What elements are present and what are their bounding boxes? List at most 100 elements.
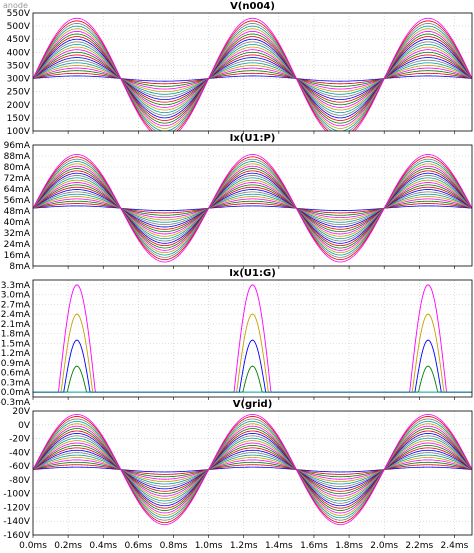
series-line [33, 156, 472, 261]
series-line [33, 423, 472, 516]
series-line [33, 430, 472, 509]
series-line [33, 189, 472, 228]
y-tick-label: 88mA [4, 152, 31, 162]
pane-title: Ix(U1:P) [230, 133, 276, 144]
series-line [33, 33, 472, 124]
x-tick-label: 0.8ms [160, 541, 188, 551]
series-line [33, 414, 472, 526]
y-tick-label: 400V [7, 48, 31, 58]
series-line [33, 62, 472, 95]
y-tick-label: 0.6mA [1, 369, 31, 379]
series-line [33, 154, 472, 263]
series-line [33, 168, 472, 249]
series-line [33, 20, 472, 131]
series-line [33, 445, 472, 495]
series-line [33, 170, 472, 247]
series-line [33, 175, 472, 242]
y-tick-label: 32mA [4, 229, 31, 239]
series-line [33, 435, 472, 504]
series-group [33, 284, 472, 393]
y-tick-label: 48mA [4, 207, 31, 217]
y-tick-label: 40mA [4, 218, 31, 228]
y-tick-label: 8mA [9, 262, 30, 272]
series-line [33, 57, 472, 100]
series-line [33, 432, 472, 507]
series-line [33, 49, 472, 108]
y-tick-label: 1.8mA [1, 330, 31, 340]
series-line [33, 425, 472, 514]
series-line [33, 442, 472, 497]
y-tick-label: -160V [3, 531, 30, 541]
x-tick-label: 0.4ms [89, 541, 117, 551]
series-line [33, 420, 472, 519]
x-tick-label: 0.6ms [124, 541, 152, 551]
y-tick-label: 20V [12, 407, 30, 417]
y-tick-label: 96mA [4, 141, 31, 151]
series-line [33, 44, 472, 114]
series-line [33, 205, 472, 211]
y-tick-label: 100V [7, 127, 31, 137]
pane-title: Ix(U1:G) [229, 268, 276, 279]
y-tick-label: 250V [7, 88, 31, 98]
y-tick-label: 350V [7, 61, 31, 71]
pane-3[interactable]: Ix(U1:G)3.3mA3.0mA2.7mA2.4mA2.1mA1.8mA1.… [0, 268, 473, 408]
y-tick-label: 1.5mA [1, 339, 31, 349]
y-tick-label: -140V [3, 517, 30, 527]
y-tick-label: 64mA [4, 185, 31, 195]
y-tick-label: 0.0mA [1, 388, 31, 398]
x-tick-label: 1.8ms [335, 541, 363, 551]
pane-2[interactable]: Ix(U1:P) 96mA88mA80mA72mA64mA56mA48mA40mA… [4, 133, 473, 272]
series-line [33, 440, 472, 499]
y-tick-label: 150V [7, 114, 31, 124]
series-line [33, 67, 472, 90]
x-tick-label: 2.0ms [370, 541, 398, 551]
series-line [33, 184, 472, 233]
y-tick-label: -120V [3, 503, 30, 513]
series-line [33, 59, 472, 98]
y-tick-label: -0.3mA [0, 398, 31, 408]
y-tick-label: 56mA [4, 196, 31, 206]
series-group [33, 154, 472, 263]
series-line [33, 447, 472, 492]
series-line [33, 464, 472, 475]
series-line [33, 23, 472, 131]
y-tick-label: 2.1mA [1, 320, 31, 330]
y-tick-label: 0V [18, 421, 31, 431]
y-tick-label: 1.2mA [1, 349, 31, 359]
series-line [33, 46, 472, 111]
pane-1[interactable]: V(n004) 550V 500V 450V 400V 350V 300V 250V 200V 1… [7, 1, 473, 139]
pane-frame [32, 279, 473, 398]
y-tick-label: 200V [7, 101, 31, 111]
series-line [33, 449, 472, 490]
x-tick-label: 1.6ms [300, 541, 328, 551]
series-line [33, 177, 472, 240]
series-line [33, 428, 472, 511]
y-tick-label: 72mA [4, 174, 31, 184]
y-tick-label: 16mA [4, 251, 31, 261]
pane-title: V(grid) [233, 399, 273, 410]
series-line [33, 437, 472, 502]
y-tick-label: 500V [7, 22, 31, 32]
x-tick-label: 1.0ms [195, 541, 223, 551]
x-tick-label: 1.4ms [265, 541, 293, 551]
series-line [33, 51, 472, 106]
series-line [33, 30, 472, 127]
series-line [33, 198, 472, 219]
y-tick-label: 2.7mA [1, 300, 31, 310]
series-line [33, 65, 472, 93]
x-tick-label: 0.2ms [54, 541, 82, 551]
series-line [33, 365, 472, 393]
x-tick-label: 2.4ms [441, 541, 469, 551]
series-line [33, 161, 472, 256]
series-line [33, 284, 472, 393]
series-line [33, 186, 472, 230]
y-tick-label: 2.4mA [1, 310, 31, 320]
y-tick-label: -80V [9, 476, 31, 486]
pane-frame [32, 410, 473, 536]
series-line [33, 38, 472, 119]
series-line [33, 452, 472, 487]
pane-4[interactable]: V(grid) 20V 0V -20V -40V -60V -80V -100V -120V -1… [3, 399, 473, 541]
series-group [33, 414, 472, 526]
y-tick-label: 0.3mA [1, 378, 31, 388]
